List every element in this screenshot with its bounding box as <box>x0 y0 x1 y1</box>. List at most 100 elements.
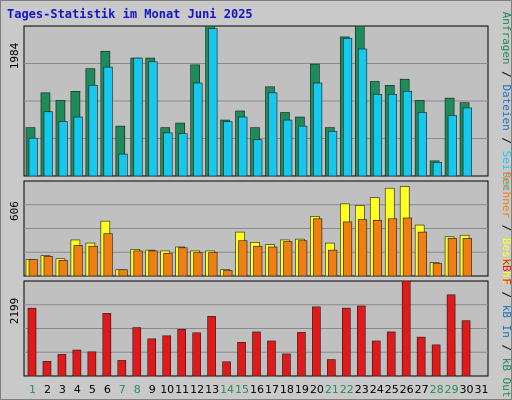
bar-kb-f <box>57 354 67 377</box>
legend-top-panel: Anfragen / Dateien / Seiten <box>500 12 512 191</box>
bar-rechner <box>118 269 128 277</box>
x-tick-label-day-19: 19 <box>295 383 309 396</box>
bar-kb-f <box>446 294 456 377</box>
bar-kb-f <box>117 360 127 377</box>
panel-2: 606 <box>8 180 489 277</box>
bar-seiten <box>223 121 233 177</box>
bar-kb-f <box>297 332 306 377</box>
legend-entry: kB Out <box>500 358 512 398</box>
bar-kb-f <box>371 340 381 377</box>
x-tick-label-day-16: 16 <box>250 383 264 396</box>
bar-rechner <box>223 270 233 277</box>
x-tick-label-day-3: 3 <box>59 383 66 396</box>
x-tick-label-day-17: 17 <box>265 383 279 396</box>
x-tick-label-day-9: 9 <box>149 383 156 396</box>
bar-seiten <box>313 82 323 177</box>
legend-entry: Besuche <box>500 238 512 284</box>
bar-kb-f <box>102 313 112 377</box>
bar-seiten <box>238 116 248 177</box>
x-tick-label-day-14: 14 <box>220 383 234 396</box>
bar-rechner <box>208 252 218 277</box>
bar-rechner <box>283 241 293 277</box>
bar-seiten <box>178 133 188 177</box>
bar-seiten <box>208 28 218 177</box>
bar-seiten <box>148 61 158 177</box>
x-tick-label-day-21: 21 <box>325 383 339 396</box>
x-tick-label-day-7: 7 <box>119 383 126 396</box>
bar-seiten <box>298 125 308 177</box>
legend-entry: kB F <box>500 258 512 285</box>
x-tick-label-day-31: 31 <box>475 383 489 396</box>
bar-rechner <box>43 256 53 277</box>
bar-kb-f <box>42 361 52 377</box>
legend-entry: / <box>500 65 512 85</box>
bar-seiten <box>163 132 173 177</box>
y-axis-max-label: 1984 <box>8 42 21 69</box>
bar-kb-f <box>252 331 261 377</box>
bar-rechner <box>253 245 263 277</box>
bar-rechner <box>163 252 173 277</box>
x-tick-label-day-25: 25 <box>385 383 399 396</box>
bar-rechner <box>447 238 457 277</box>
x-tick-label-day-27: 27 <box>415 383 429 396</box>
bar-kb-f <box>416 336 426 377</box>
panel-1: 1984 <box>8 25 489 177</box>
bar-rechner <box>432 263 442 277</box>
bar-kb-f <box>237 342 246 377</box>
x-tick-label-day-26: 26 <box>400 383 414 396</box>
x-tick-label-day-29: 29 <box>445 383 459 396</box>
y-axis-max-label: 2199 <box>8 298 21 325</box>
x-tick-label-day-12: 12 <box>190 383 204 396</box>
panel-3: 2199 <box>8 280 489 377</box>
bar-rechner <box>402 217 412 277</box>
bar-kb-f <box>147 338 157 377</box>
legend-entry: Rechner <box>500 172 512 219</box>
bar-seiten <box>447 115 457 177</box>
bar-seiten <box>118 153 128 177</box>
bar-rechner <box>268 246 278 277</box>
bar-seiten <box>402 91 412 177</box>
bar-kb-f <box>207 316 216 377</box>
bar-seiten <box>58 121 68 177</box>
bar-seiten <box>417 112 427 177</box>
chart-title: Tages-Statistik im Monat Juni 2025 <box>7 7 253 21</box>
x-tick-label-day-5: 5 <box>89 383 96 396</box>
bar-kb-f <box>431 344 441 377</box>
bar-rechner <box>178 247 188 277</box>
bar-seiten <box>88 84 98 177</box>
x-tick-label-day-20: 20 <box>310 383 324 396</box>
x-tick-label-day-18: 18 <box>280 383 294 396</box>
bar-rechner <box>73 245 83 277</box>
x-tick-label-day-4: 4 <box>74 383 81 396</box>
bar-seiten <box>372 94 383 177</box>
bar-kb-f <box>386 331 396 377</box>
bar-rechner <box>357 219 368 277</box>
bar-seiten <box>43 111 53 177</box>
bar-kb-f <box>132 327 142 377</box>
x-tick-label-day-6: 6 <box>104 383 111 396</box>
bar-kb-f <box>192 332 201 377</box>
bar-seiten <box>268 92 278 177</box>
bar-rechner <box>58 260 68 277</box>
bar-seiten <box>462 107 472 177</box>
bar-kb-f <box>27 307 37 377</box>
bar-kb-f <box>461 320 471 377</box>
bar-rechner <box>103 233 113 277</box>
bar-seiten <box>133 57 143 177</box>
bar-rechner <box>313 218 323 277</box>
bar-seiten <box>283 119 293 177</box>
legend-entry: / <box>500 131 512 151</box>
x-tick-label-day-13: 13 <box>205 383 219 396</box>
bar-kb-f <box>342 307 351 377</box>
bar-rechner <box>238 240 248 277</box>
bar-seiten <box>193 82 203 177</box>
bar-seiten <box>253 139 263 177</box>
bar-seiten <box>103 66 113 177</box>
y-axis-max-label: 606 <box>8 201 21 221</box>
bar-kb-f <box>327 359 336 377</box>
bar-rechner <box>417 231 427 277</box>
bar-seiten <box>73 116 83 177</box>
bar-rechner <box>298 240 308 277</box>
bar-kb-f <box>162 335 172 377</box>
bar-kb-f <box>72 349 82 377</box>
